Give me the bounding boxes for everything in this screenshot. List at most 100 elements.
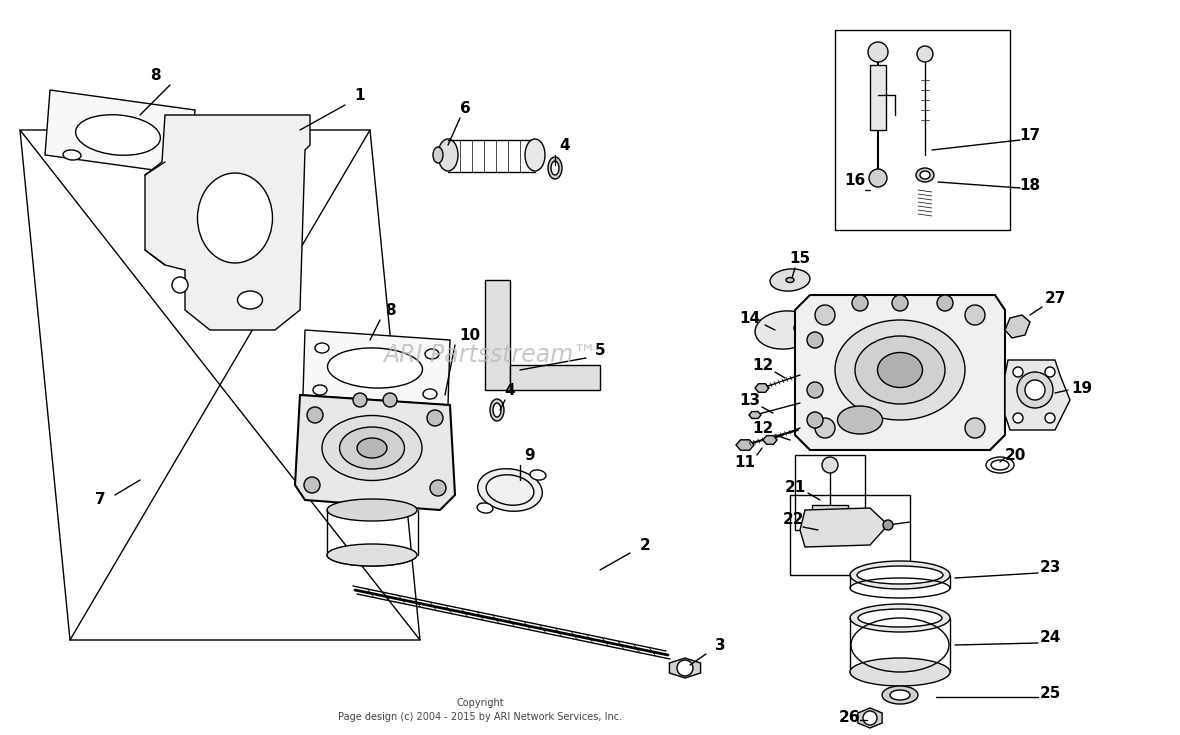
Circle shape: [172, 277, 188, 293]
Ellipse shape: [313, 385, 327, 395]
Text: 12: 12: [753, 357, 774, 373]
Text: 1: 1: [355, 87, 366, 102]
Polygon shape: [303, 330, 450, 405]
Polygon shape: [1005, 315, 1030, 338]
Ellipse shape: [490, 399, 504, 421]
Text: 8: 8: [385, 303, 395, 318]
Ellipse shape: [856, 336, 945, 404]
Circle shape: [794, 322, 806, 334]
Circle shape: [815, 510, 825, 520]
Polygon shape: [858, 708, 883, 728]
Circle shape: [1012, 367, 1023, 377]
Ellipse shape: [786, 278, 794, 282]
Text: 4: 4: [505, 382, 516, 398]
Polygon shape: [749, 412, 761, 418]
Text: 17: 17: [1020, 127, 1041, 143]
Ellipse shape: [858, 609, 942, 627]
Ellipse shape: [433, 147, 442, 163]
Text: 7: 7: [94, 492, 105, 507]
Text: 22: 22: [782, 512, 804, 528]
Text: 18: 18: [1020, 177, 1041, 193]
Circle shape: [1025, 380, 1045, 400]
Text: 24: 24: [1040, 631, 1061, 645]
Ellipse shape: [548, 157, 562, 179]
Polygon shape: [45, 90, 195, 175]
Text: 21: 21: [785, 481, 806, 495]
Polygon shape: [800, 508, 889, 547]
Text: 8: 8: [150, 68, 160, 82]
Ellipse shape: [315, 343, 329, 353]
Circle shape: [353, 393, 367, 407]
Ellipse shape: [878, 353, 923, 387]
Ellipse shape: [991, 460, 1009, 470]
Ellipse shape: [838, 406, 883, 434]
Ellipse shape: [920, 171, 930, 179]
Ellipse shape: [322, 415, 422, 481]
Ellipse shape: [881, 686, 918, 704]
Ellipse shape: [916, 168, 935, 182]
Circle shape: [868, 42, 889, 62]
Ellipse shape: [340, 427, 405, 469]
Text: 16: 16: [845, 173, 866, 187]
Text: 23: 23: [1040, 561, 1061, 576]
Ellipse shape: [358, 438, 387, 458]
Circle shape: [965, 305, 985, 325]
Text: 2: 2: [640, 537, 650, 553]
Polygon shape: [295, 395, 455, 510]
Ellipse shape: [327, 499, 417, 521]
Text: 25: 25: [1040, 686, 1061, 700]
Text: 27: 27: [1044, 290, 1066, 306]
Text: 13: 13: [740, 392, 761, 407]
Circle shape: [852, 295, 868, 311]
Ellipse shape: [850, 604, 950, 632]
Ellipse shape: [525, 139, 545, 171]
Text: ARI Partsstream™: ARI Partsstream™: [384, 343, 597, 367]
Bar: [795, 455, 865, 530]
Circle shape: [384, 393, 396, 407]
Text: 5: 5: [595, 343, 605, 357]
Text: 26: 26: [839, 711, 860, 725]
Polygon shape: [510, 365, 599, 390]
Polygon shape: [1005, 360, 1070, 430]
Bar: [789, 495, 910, 575]
Text: 14: 14: [740, 310, 761, 326]
Polygon shape: [755, 384, 769, 392]
Circle shape: [892, 295, 907, 311]
Polygon shape: [763, 436, 776, 445]
Text: 12: 12: [753, 420, 774, 436]
Polygon shape: [669, 658, 701, 678]
Circle shape: [863, 711, 877, 725]
Text: 15: 15: [789, 251, 811, 265]
Circle shape: [835, 510, 845, 520]
Ellipse shape: [179, 116, 191, 124]
Ellipse shape: [755, 311, 815, 349]
Ellipse shape: [890, 690, 910, 700]
Ellipse shape: [493, 403, 501, 417]
Circle shape: [822, 457, 838, 473]
Polygon shape: [736, 440, 754, 451]
Polygon shape: [812, 505, 848, 525]
Text: 20: 20: [1004, 448, 1025, 462]
Ellipse shape: [63, 150, 81, 160]
Polygon shape: [795, 295, 1005, 450]
Ellipse shape: [478, 469, 543, 512]
Polygon shape: [145, 115, 310, 330]
Text: 9: 9: [525, 448, 536, 462]
Ellipse shape: [857, 566, 943, 584]
Circle shape: [807, 332, 822, 348]
Text: 19: 19: [1071, 381, 1093, 395]
Text: 6: 6: [460, 101, 471, 115]
Circle shape: [815, 418, 835, 438]
Ellipse shape: [986, 457, 1014, 473]
Text: 3: 3: [715, 637, 726, 653]
Circle shape: [427, 410, 442, 426]
Circle shape: [807, 382, 822, 398]
Ellipse shape: [328, 348, 422, 388]
Text: 4: 4: [559, 137, 570, 152]
Ellipse shape: [425, 349, 439, 359]
Circle shape: [1045, 367, 1055, 377]
Bar: [835, 30, 1010, 230]
Ellipse shape: [551, 161, 559, 175]
Text: Copyright
Page design (c) 2004 - 2015 by ARI Network Services, Inc.: Copyright Page design (c) 2004 - 2015 by…: [337, 698, 622, 723]
Ellipse shape: [850, 658, 950, 686]
